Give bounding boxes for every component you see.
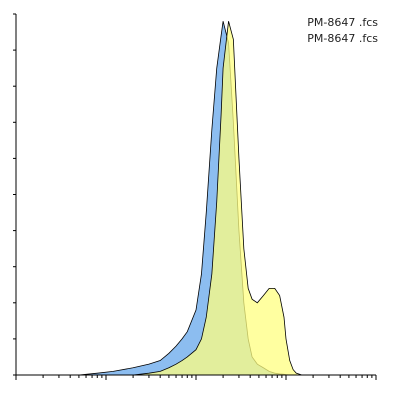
- legend: PM-8647 .fcs PM-8647 .fcs: [307, 16, 378, 45]
- legend-entry-2: PM-8647 .fcs: [307, 32, 378, 45]
- histogram-series-1: [16, 21, 376, 376]
- plot-area: [16, 21, 376, 376]
- legend-entry-1: PM-8647 .fcs: [307, 16, 378, 29]
- histogram-series-2: [16, 21, 376, 376]
- axes: [13, 13, 377, 380]
